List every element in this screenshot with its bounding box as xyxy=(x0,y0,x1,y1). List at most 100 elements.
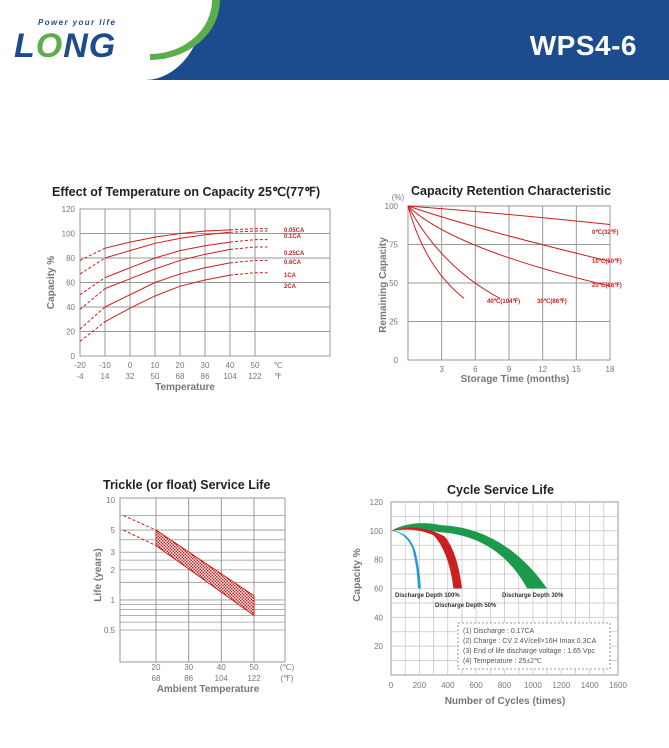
chart1-series-label: 0.1CA xyxy=(284,234,302,240)
chart1-x-tick-c: 40 xyxy=(226,361,235,370)
chart3-x-tick-c: (℃) xyxy=(280,663,295,672)
chart2-series-line xyxy=(407,205,611,287)
chart4-notes-box xyxy=(457,622,611,670)
chart4-x-tick: 0 xyxy=(389,681,394,690)
chart4-note-line: (1) Discharge : 0.17CA xyxy=(463,628,535,635)
chart1-y-tick: 0 xyxy=(71,352,76,361)
chart3-y-tick: 10 xyxy=(106,496,115,505)
logo-letters-ng: NG xyxy=(63,27,117,65)
chart4-band-depth-50 xyxy=(391,527,462,589)
chart2-series-line xyxy=(407,205,611,262)
chart4-y-tick: 120 xyxy=(370,498,384,507)
chart1-series-line xyxy=(104,231,231,259)
chart1-x-tick-f: 122 xyxy=(248,372,262,381)
chart2-y-tick: 0 xyxy=(394,356,399,365)
chart3-x-tick-f: 104 xyxy=(215,674,229,683)
chart1-series-line-dashed xyxy=(79,288,106,310)
chart3-x-tick-c: 30 xyxy=(184,663,193,672)
chart1-series-label: 1CA xyxy=(284,273,297,279)
chart4-y-label: Capacity % xyxy=(352,548,363,601)
chart2-x-tick: 9 xyxy=(507,365,512,374)
chart4-band-depth-100 xyxy=(391,530,421,589)
chart1-y-tick: 100 xyxy=(62,230,76,239)
chart4-label-depth-50: Discharge Depth 50% xyxy=(435,603,497,609)
chart1-series-line xyxy=(104,241,231,279)
chart4-label-depth-100: Discharge Depth 100% xyxy=(395,593,460,599)
chart4-y-tick: 20 xyxy=(374,642,383,651)
chart1-x-tick-f: 68 xyxy=(176,372,185,381)
chart4-x-tick: 1200 xyxy=(552,681,570,690)
chart4-x-tick: 1600 xyxy=(609,681,627,690)
chart3-y-tick: 0.5 xyxy=(104,626,116,635)
chart1-series-label: 0.6CA xyxy=(284,260,302,266)
chart3-y-tick: 5 xyxy=(111,526,116,535)
chart3-x-tick-c: 20 xyxy=(152,663,161,672)
chart2-series-line xyxy=(407,205,501,299)
chart1-series-line xyxy=(104,274,231,323)
chart4-x-tick: 1000 xyxy=(524,681,542,690)
chart2-x-label: Storage Time (months) xyxy=(461,374,570,385)
chart4-label-depth-30: Discharge Depth 30% xyxy=(502,593,564,599)
chart3-y-tick: 2 xyxy=(111,566,116,575)
chart4-x-tick: 400 xyxy=(441,681,455,690)
chart1-series-line-dashed xyxy=(229,259,268,264)
chart1-x-tick-c: -10 xyxy=(99,361,111,370)
chart1-series-line-dashed xyxy=(229,272,268,276)
chart4-x-tick: 800 xyxy=(498,681,512,690)
chart4-x-tick: 600 xyxy=(469,681,483,690)
chart2-series-label: 0℃(32℉) xyxy=(592,229,618,236)
chart4-y-tick: 60 xyxy=(374,585,383,594)
chart4-band-depth-30 xyxy=(391,523,548,589)
chart3-upper-dashed xyxy=(123,515,157,531)
chart2-x-tick: 15 xyxy=(572,365,581,374)
chart2-series-line xyxy=(407,205,465,299)
chart1-y-tick: 20 xyxy=(66,328,75,337)
chart1-y-label: Capacity % xyxy=(46,256,57,309)
chart2-y-tick: 25 xyxy=(389,318,398,327)
page-header: Power your life LONG WPS4-6 xyxy=(0,0,669,80)
logo-letter-l: L xyxy=(14,27,36,65)
chart2-y-label: Remaining Capacity xyxy=(378,237,389,333)
chart1-x-tick-c: -20 xyxy=(74,361,86,370)
chart2-x-tick: 3 xyxy=(439,365,444,374)
chart1-x-tick-f: 86 xyxy=(201,372,210,381)
chart2-series-label: 20℃(68℉) xyxy=(592,282,622,289)
chart3-x-tick-f: 68 xyxy=(152,674,161,683)
chart1-x-tick-c: 20 xyxy=(176,361,185,370)
chart3-x-tick-c: 50 xyxy=(250,663,259,672)
chart1-x-label: Temperature xyxy=(155,382,215,393)
chart3-life-band xyxy=(155,529,255,617)
chart4-title: Cycle Service Life xyxy=(447,483,555,497)
chart1-x-tick-c: 30 xyxy=(201,361,210,370)
chart2-series-line xyxy=(407,205,611,225)
chart1-series-line-dashed xyxy=(229,239,268,243)
brand-logo: LONG xyxy=(14,27,116,66)
logo-letter-o: O xyxy=(35,27,64,65)
chart3-y-label: Life (years) xyxy=(93,548,104,601)
chart3-x-tick-f: 122 xyxy=(247,674,261,683)
chart3-title: Trickle (or float) Service Life xyxy=(103,478,271,492)
chart1-series-line-dashed xyxy=(229,228,268,231)
chart1-series-line xyxy=(104,262,231,308)
chart2-series-label: 30℃(86℉) xyxy=(537,298,567,305)
chart4-note-line: (4) Temperature : 25±2℃ xyxy=(463,658,542,665)
chart2-x-tick: 18 xyxy=(606,365,615,374)
chart2-x-tick: 12 xyxy=(538,365,547,374)
chart2-y-tick: 50 xyxy=(389,279,398,288)
chart1-x-tick-f: 50 xyxy=(151,372,160,381)
chart2-series-label: 10℃(50℉) xyxy=(592,258,622,265)
chart1-x-tick-c: 0 xyxy=(128,361,133,370)
chart3-plot-area xyxy=(119,497,286,663)
chart2-series-label: 40℃(104℉) xyxy=(487,298,520,305)
chart4-note-line: (2) Charge : CV 2.4V/cell×16H Imax 0.3CA xyxy=(463,638,597,645)
chart4-note-line: (3) End of life discharge voltage : 1.65… xyxy=(463,648,595,655)
chart4-y-tick: 100 xyxy=(370,527,384,536)
chart1-y-tick: 120 xyxy=(62,205,76,214)
chart3-x-label: Ambient Temperature xyxy=(157,684,260,695)
chart3-x-tick-f: (℉) xyxy=(281,674,294,683)
chart3-lower-dashed xyxy=(123,529,157,547)
chart1-x-tick-c: ℃ xyxy=(274,361,283,370)
chart4-x-tick: 200 xyxy=(413,681,427,690)
chart1-series-line-dashed xyxy=(229,230,268,233)
